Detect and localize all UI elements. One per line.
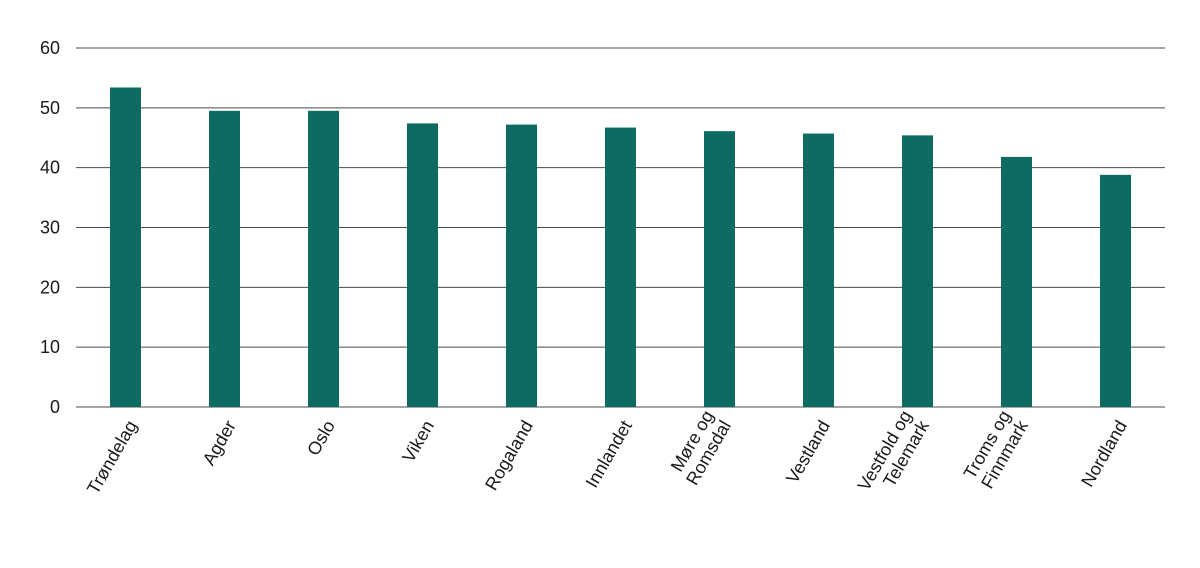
x-category-label: Trøndelag (83, 417, 141, 497)
x-category-label: Innlandet (582, 417, 636, 491)
y-tick-label: 0 (50, 397, 60, 417)
x-category-label: Oslo (303, 417, 339, 459)
x-category-label-line: Rogaland (481, 417, 537, 494)
y-tick-label: 60 (40, 38, 60, 58)
x-axis-labels: Trøndelag Agder Oslo Viken Rogaland Innlandet… (83, 407, 1131, 497)
y-axis-ticks: 0 10 20 30 40 50 60 (40, 38, 60, 417)
y-tick-label: 40 (40, 158, 60, 178)
x-category-label: Nordland (1077, 417, 1131, 490)
x-category-label-line: Agder (199, 417, 240, 469)
y-tick-label: 50 (40, 98, 60, 118)
x-category-label-line: Viken (398, 417, 438, 466)
bar (1001, 156, 1032, 407)
x-category-label: Rogaland (481, 417, 537, 494)
x-category-label-line: Innlandet (582, 417, 636, 491)
x-category-label-line: Vestland (782, 417, 834, 487)
bar (704, 131, 735, 407)
y-tick-label: 20 (40, 277, 60, 297)
bar (407, 123, 438, 407)
bar (1100, 174, 1131, 407)
bar (110, 87, 141, 408)
bar (803, 133, 834, 408)
x-category-label-line: Oslo (303, 417, 339, 459)
bar (506, 124, 537, 407)
x-category-label: Vestland (782, 417, 834, 487)
bar (902, 135, 933, 407)
x-category-label-line: Trøndelag (83, 417, 141, 497)
y-tick-label: 30 (40, 218, 60, 238)
x-category-label: Agder (199, 417, 240, 469)
x-category-label: Viken (398, 417, 438, 466)
bars (110, 87, 1131, 408)
bar (209, 110, 240, 407)
x-category-label-line: Nordland (1077, 417, 1131, 490)
y-tick-label: 10 (40, 337, 60, 357)
bar (605, 127, 636, 407)
bar (308, 110, 339, 407)
